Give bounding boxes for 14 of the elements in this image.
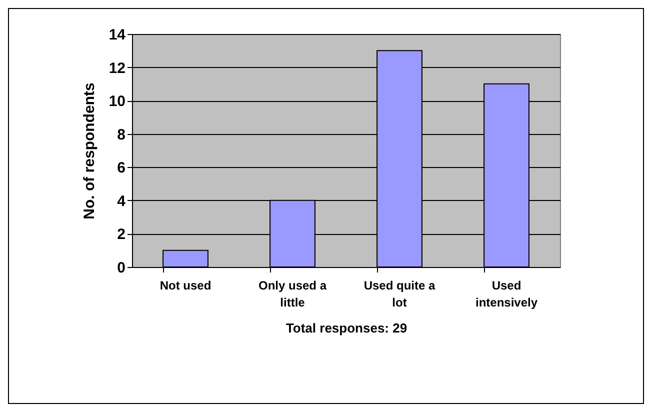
x-axis-title: Total responses: 29 bbox=[286, 320, 408, 336]
y-tick-label: 6 bbox=[117, 160, 126, 177]
x-tick-label: Used intensively bbox=[475, 278, 538, 310]
y-tick-label: 4 bbox=[117, 192, 126, 210]
y-tick-label: 10 bbox=[108, 93, 126, 110]
y-tick-label: 14 bbox=[108, 26, 126, 44]
x-tick-label: Not used bbox=[160, 278, 212, 292]
y-axis-title: No. of respondents bbox=[80, 82, 98, 220]
x-tick-label: Only used a little bbox=[258, 278, 327, 310]
y-tick-label: 2 bbox=[117, 226, 126, 244]
y-tick-label: 0 bbox=[117, 260, 126, 276]
x-tick-label: Used quite a lot bbox=[364, 278, 436, 310]
y-tick-label: 8 bbox=[117, 126, 126, 144]
y-tick-label: 12 bbox=[108, 60, 126, 77]
